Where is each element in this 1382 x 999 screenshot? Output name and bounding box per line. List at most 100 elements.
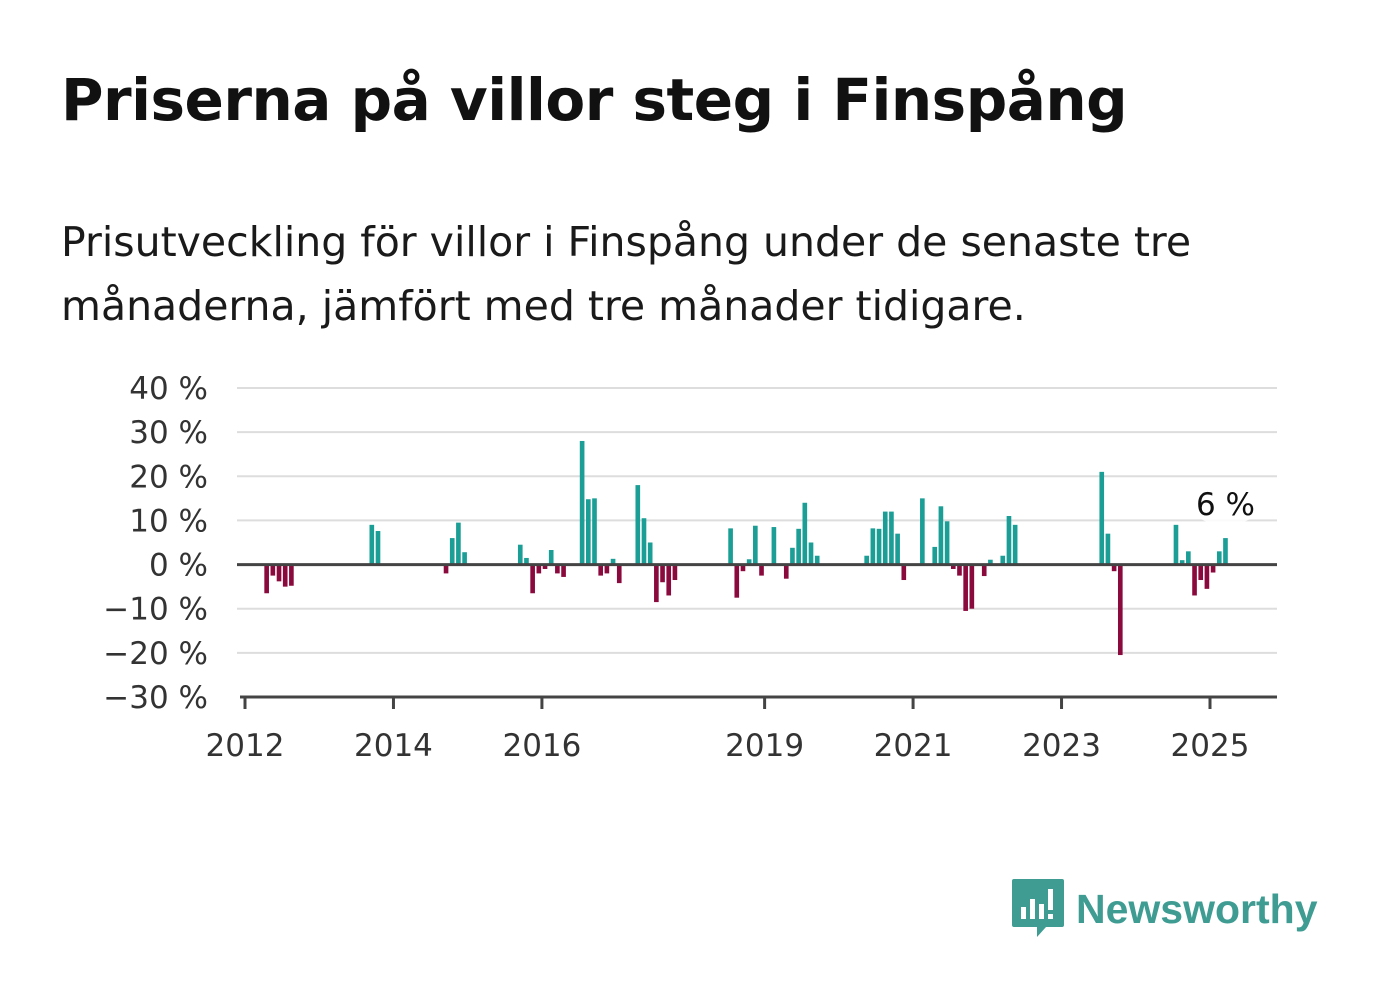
bar	[920, 498, 925, 565]
bar	[524, 557, 529, 565]
bar	[375, 531, 381, 565]
bar	[1223, 538, 1228, 565]
bar	[616, 564, 622, 584]
bar	[443, 564, 449, 574]
y-tick-label: −20 %	[103, 636, 208, 672]
bar	[536, 564, 542, 574]
bar	[369, 524, 375, 565]
bar	[598, 564, 604, 576]
y-tick-label: 0 %	[149, 548, 208, 584]
x-tick-label: 2021	[874, 728, 953, 764]
x-tick-label: 2023	[1022, 728, 1101, 764]
bar	[740, 564, 746, 572]
bar	[542, 564, 548, 569]
bar	[1173, 524, 1179, 565]
bar	[555, 564, 560, 574]
bar	[592, 498, 597, 565]
bar	[604, 564, 610, 574]
bar	[1105, 533, 1111, 565]
bar	[264, 564, 269, 594]
bar	[864, 555, 869, 565]
bar	[938, 506, 944, 565]
bar	[449, 538, 455, 565]
bar	[270, 564, 276, 576]
bar-chart-speech-bubble-icon	[1012, 879, 1064, 937]
grid-lines	[237, 387, 1277, 654]
annotation: 6 %	[1191, 485, 1260, 526]
bar	[963, 564, 968, 611]
chart-subtitle: Prisutveckling för villor i Finspång und…	[61, 218, 1192, 330]
bar	[282, 564, 288, 587]
bar	[981, 564, 987, 577]
y-tick-label: 10 %	[129, 503, 208, 539]
newsworthy-logo[interactable]: Newsworthy	[1010, 876, 1318, 942]
bar	[530, 564, 535, 594]
bar	[561, 564, 566, 577]
bar	[876, 528, 882, 565]
bar	[456, 522, 461, 565]
bar	[759, 564, 764, 576]
bar	[586, 499, 591, 565]
bar	[882, 511, 888, 565]
bar	[944, 521, 950, 565]
bar	[1192, 564, 1197, 596]
bar-chart: −30 % −20 % −10 % 0 % 10 % 20 % 30 % 40 % 2012 20…	[103, 371, 1277, 764]
bar	[641, 518, 647, 565]
bar	[814, 555, 820, 565]
y-tick-label: 20 %	[129, 459, 208, 495]
bar	[889, 511, 894, 565]
tick-labels: −30 % −20 % −10 % 0 % 10 % 20 % 30 % 40 % 2012 20…	[103, 371, 1249, 764]
bar	[1099, 471, 1105, 565]
bar	[1111, 564, 1117, 572]
bar	[808, 542, 814, 565]
bar	[901, 564, 907, 581]
bar	[1198, 564, 1204, 581]
chart-title: Priserna på villor steg i Finspång	[61, 66, 1128, 134]
bar	[1204, 564, 1210, 589]
bar	[783, 564, 789, 579]
bar	[610, 558, 616, 565]
bar	[1186, 551, 1191, 565]
bar	[517, 544, 523, 565]
x-tick-label: 2019	[725, 728, 804, 764]
axes	[237, 563, 1277, 709]
y-tick-label: −10 %	[103, 592, 208, 628]
y-tick-label: 40 %	[129, 371, 208, 407]
bar	[1210, 564, 1216, 573]
x-tick-label: 2025	[1171, 728, 1250, 764]
bar	[988, 559, 993, 565]
bar	[1012, 524, 1018, 565]
bar	[289, 564, 294, 586]
bar	[660, 564, 665, 583]
x-tick-label: 2012	[206, 728, 285, 764]
bar	[957, 564, 962, 576]
bar	[1179, 560, 1185, 565]
bar	[950, 564, 956, 569]
y-tick-label: −30 %	[103, 680, 208, 716]
bar	[802, 502, 808, 565]
bar	[647, 542, 653, 565]
last-value-label: 6 %	[1196, 487, 1255, 523]
bar	[579, 440, 585, 565]
bar	[1006, 516, 1012, 565]
x-tick-label: 2016	[502, 728, 581, 764]
bar	[790, 547, 795, 565]
bar	[654, 564, 659, 603]
bar	[771, 527, 777, 565]
bar	[1216, 551, 1222, 565]
bar	[746, 559, 752, 565]
bar	[1117, 564, 1123, 656]
bar	[932, 546, 938, 565]
x-tick-label: 2014	[354, 728, 433, 764]
bar	[548, 550, 554, 565]
bar	[666, 564, 672, 596]
bar	[796, 528, 801, 565]
bar	[753, 525, 758, 565]
bar	[734, 564, 740, 598]
bar	[870, 528, 876, 565]
annotation-halo	[1191, 485, 1260, 526]
bars	[264, 440, 1228, 656]
bar	[1000, 555, 1006, 565]
y-tick-label: 30 %	[129, 415, 208, 451]
bar	[672, 564, 678, 581]
